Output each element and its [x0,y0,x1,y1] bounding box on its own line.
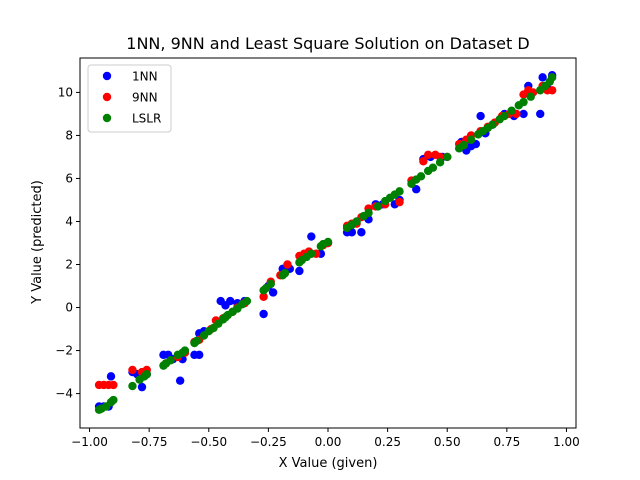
x-tick-label: 0.50 [434,435,461,449]
y-tick-label: −4 [55,387,73,401]
data-point-1nn-27 [295,266,304,276]
data-point-lslr-56 [443,152,452,162]
data-point-lslr-54 [428,163,438,172]
data-point-lslr-32 [280,268,290,278]
data-point-lslr-44 [364,208,373,218]
data-point-1nn-11 [175,376,185,385]
data-point-lslr-52 [416,172,426,181]
legend-label-lslr: LSLR [132,112,161,126]
data-point-9nn-37 [419,157,428,166]
data-point-lslr-5 [128,381,137,391]
data-point-9nn-38 [423,150,433,159]
data-point-1nn-47 [476,111,485,121]
data-point-lslr-65 [500,111,509,121]
data-point-lslr-55 [435,158,445,167]
y-tick-label: 0 [65,301,73,315]
data-point-1nn-3 [106,372,116,381]
points-layer [94,71,557,414]
data-point-lslr-45 [373,202,383,211]
data-point-1nn-14 [195,350,204,360]
data-point-lslr-39 [323,237,333,247]
data-point-1nn-24 [268,288,278,297]
data-point-lslr-68 [519,97,528,107]
data-point-9nn-4 [128,365,137,375]
data-point-1nn-33 [357,228,366,237]
data-point-lslr-27 [242,296,252,306]
x-tick-label: −0.75 [131,435,168,449]
x-tick-label: 0.25 [374,435,401,449]
chart-title: 1NN, 9NN and Least Square Solution on Da… [126,34,529,53]
x-tick-label: −1.00 [71,435,108,449]
data-point-lslr-63 [488,120,497,129]
data-point-lslr-14 [180,346,190,355]
y-tick-label: 10 [58,85,73,99]
data-point-9nn-35 [395,197,404,207]
y-axis-label: Y Value (predicted) [30,180,45,305]
data-point-1nn-55 [538,73,547,82]
y-tick-label: −2 [55,344,73,358]
y-tick-label: 4 [65,214,73,228]
data-point-1nn-39 [412,185,421,194]
x-tick-label: 0.75 [493,435,520,449]
legend-marker-9nn [102,92,112,102]
legend-label-1nn: 1NN [132,70,158,84]
legend-label-9nn: 9NN [132,91,158,105]
data-point-1nn-54 [536,109,545,119]
data-point-9nn-56 [547,86,557,95]
x-tick-label: −0.25 [250,435,287,449]
data-point-1nn-22 [259,309,268,319]
x-tick-label: 1.00 [553,435,580,449]
legend: 1NN 9NN LSLR [87,64,172,133]
data-point-lslr-69 [526,92,535,101]
data-point-1nn-6 [137,382,147,392]
y-tick-label: 6 [65,171,73,185]
data-point-lslr-4 [109,395,118,405]
data-point-lslr-36 [307,249,316,258]
data-point-lslr-49 [395,187,404,196]
x-tick-label: −0.50 [190,435,227,449]
data-point-lslr-73 [547,73,557,82]
data-point-lslr-30 [266,279,275,289]
data-point-lslr-8 [142,370,151,379]
data-point-1nn-28 [307,232,316,241]
data-point-9nn-18 [259,292,268,301]
data-point-1nn-19 [226,296,235,306]
data-point-lslr-16 [192,336,202,346]
data-point-lslr-58 [459,140,469,150]
y-axis-ticks: −4 −2 0 2 4 6 8 10 [55,85,80,401]
legend-marker-1nn [102,71,112,81]
data-point-lslr-42 [352,217,361,226]
y-tick-label: 2 [65,258,73,272]
data-point-9nn-3 [109,380,118,390]
data-point-1nn-52 [519,109,528,119]
x-axis-ticks: −1.00 −0.75 −0.50 −0.25 0.00 0.25 0.50 0.75 1.00 [71,428,580,449]
y-tick-label: 8 [65,128,73,142]
x-tick-label: 0.00 [315,435,342,449]
data-point-lslr-11 [166,356,175,365]
data-point-lslr-59 [466,135,476,144]
data-point-lslr-66 [507,106,516,115]
data-point-9nn-21 [283,260,292,269]
x-axis-label: X Value (given) [279,456,378,471]
legend-marker-lslr [102,113,112,123]
